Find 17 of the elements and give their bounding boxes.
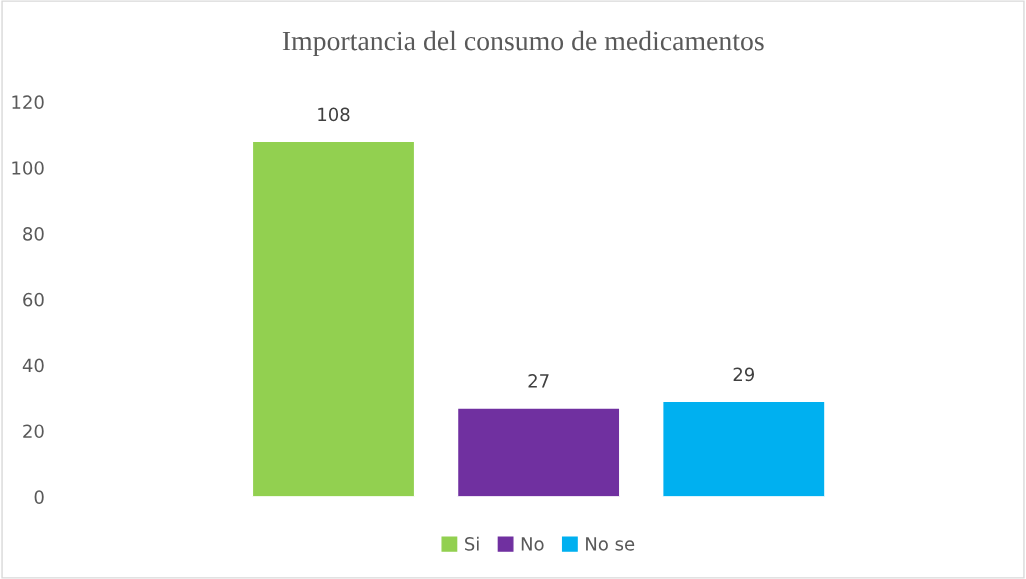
chart-title: Importancia del consumo de medicamentos — [282, 30, 764, 57]
legend-label: No se — [586, 537, 635, 551]
bar — [661, 400, 826, 497]
y-tick-label: 100 — [12, 161, 44, 175]
data-label: 29 — [733, 367, 755, 382]
data-label: 27 — [528, 374, 549, 388]
legend-label: Si — [465, 536, 479, 551]
y-tick-label: 120 — [12, 95, 44, 110]
legend-label: No — [521, 537, 544, 551]
bar — [251, 140, 416, 497]
y-tick-label: 40 — [22, 358, 44, 373]
y-tick-label: 80 — [23, 226, 44, 241]
y-tick-label: 0 — [34, 490, 44, 504]
data-label: 108 — [318, 107, 350, 122]
y-tick-label: 60 — [23, 292, 44, 307]
bar — [456, 407, 621, 497]
y-tick-label: 20 — [23, 424, 44, 439]
